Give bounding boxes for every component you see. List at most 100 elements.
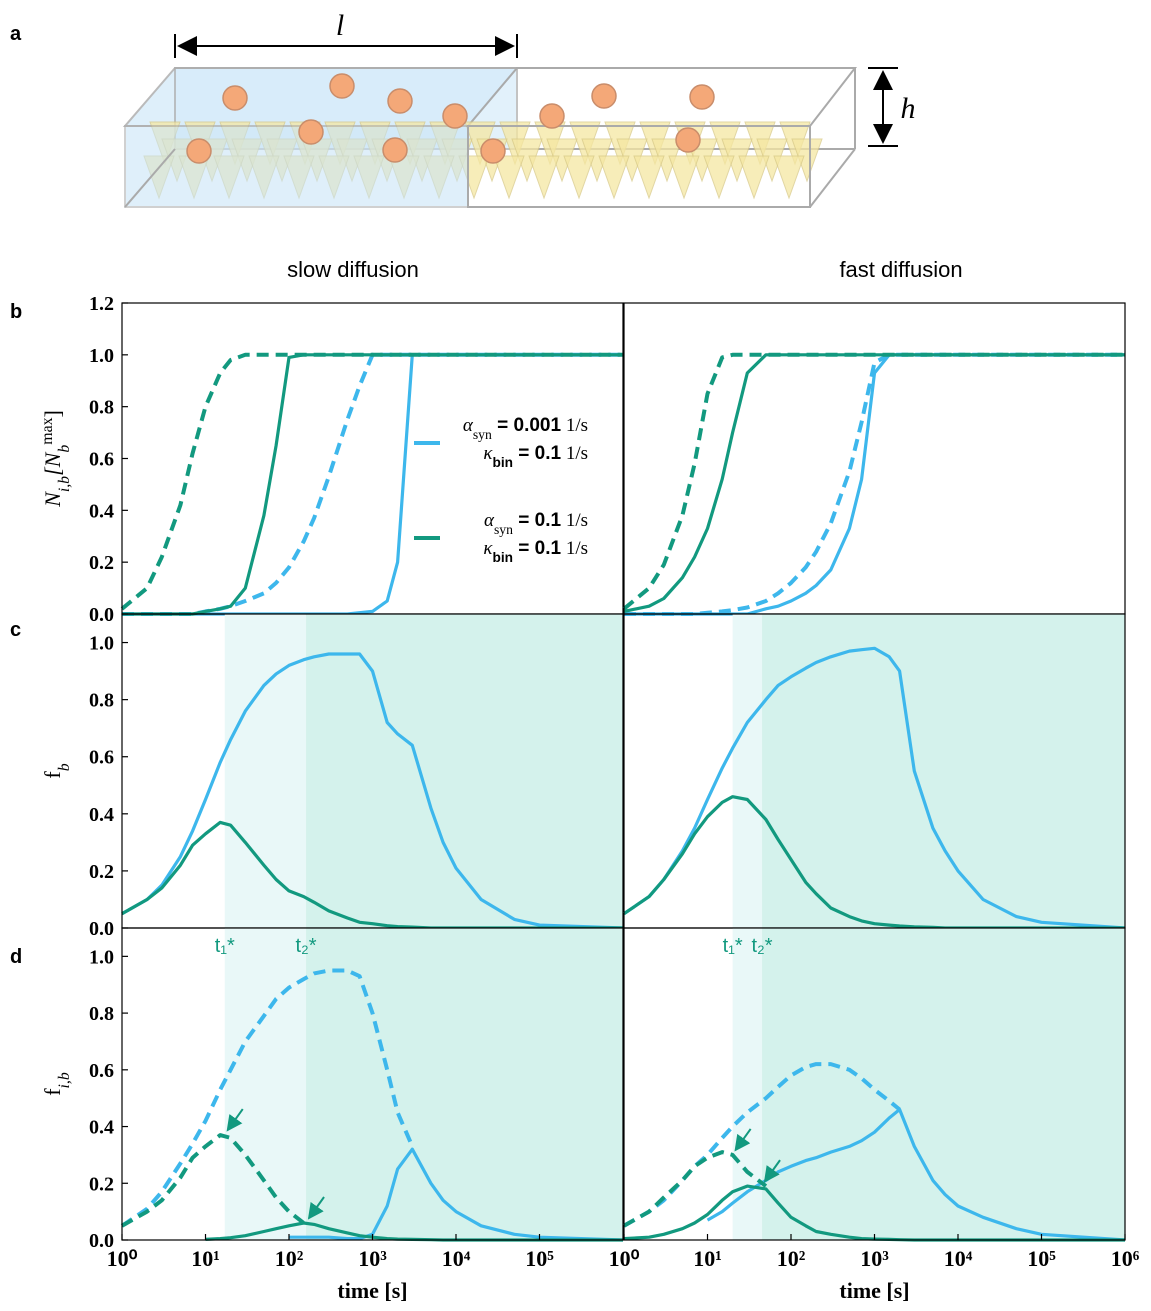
text-part: κ <box>483 443 493 464</box>
particle <box>186 138 212 164</box>
y-tick-label: 0.0 <box>89 918 114 940</box>
panel-label: c <box>10 619 21 641</box>
x-tick-label: 10⁰ <box>609 1246 640 1271</box>
legend-text: αsyn = 0.001 1/s <box>463 415 588 442</box>
schematic: l h <box>122 9 916 208</box>
panel-label: b <box>10 301 22 323</box>
text-part: 1/s <box>561 443 588 464</box>
y-tick-label: 0.0 <box>89 1230 114 1252</box>
particle <box>689 84 715 110</box>
data-line <box>623 646 1126 930</box>
data-line <box>122 352 623 616</box>
x-tick-label: 10⁵ <box>1027 1246 1056 1271</box>
panel-label: d <box>10 946 22 968</box>
particle <box>382 137 408 163</box>
text-part: f <box>40 1088 65 1096</box>
y-tick-label: 0.2 <box>89 1173 114 1195</box>
x-axis-label: time [s] <box>839 1278 909 1303</box>
data-line <box>623 353 1125 613</box>
particle <box>442 103 468 129</box>
annotation: t₁* <box>723 935 743 957</box>
arrow <box>734 1128 752 1152</box>
particles <box>186 73 715 164</box>
arrow <box>307 1196 325 1220</box>
data-line <box>120 352 623 611</box>
y-tick-label: 0.6 <box>89 1060 114 1082</box>
text-part: 1/s <box>561 510 588 531</box>
text-part: f <box>40 771 65 779</box>
box-front <box>124 125 469 208</box>
legend-text: κbin = 0.1 1/s <box>483 538 588 565</box>
data-line <box>121 1133 305 1228</box>
text-part: 1/s <box>561 415 588 436</box>
legend-text: κbin = 0.1 1/s <box>483 443 588 470</box>
y-axis-label: fi,b <box>40 1072 73 1096</box>
panel-label: a <box>10 23 22 45</box>
data-line <box>624 353 1125 616</box>
x-tick-label: 10³ <box>860 1246 889 1271</box>
text-part: α <box>484 510 495 531</box>
y-axis-label: fb <box>40 763 73 778</box>
x-tick-label: 10⁶ <box>1111 1246 1140 1271</box>
data-line <box>622 352 1125 611</box>
y-tick-label: 0.4 <box>89 804 114 826</box>
column-title: fast diffusion <box>839 257 962 282</box>
particle <box>480 138 506 164</box>
plot-frame <box>623 302 1126 615</box>
y-tick-label: 0.4 <box>89 500 114 522</box>
text-part: syn <box>473 427 492 442</box>
text-part: 1/s <box>561 538 588 559</box>
text-part: = 0.1 <box>513 538 561 559</box>
data-line <box>122 353 623 616</box>
text-part: N <box>40 491 65 508</box>
receptor <box>703 155 735 200</box>
data-line <box>623 1150 768 1228</box>
text-part: b <box>56 445 73 453</box>
text-part: syn <box>494 522 513 537</box>
particle <box>591 83 617 109</box>
length-label: l <box>336 9 344 42</box>
arrow <box>226 1108 244 1132</box>
data-line <box>289 1147 624 1242</box>
particle <box>675 127 701 153</box>
y-tick-label: 0.0 <box>89 604 114 626</box>
text-part: ] <box>40 410 65 417</box>
receptor <box>528 155 560 200</box>
text-part: = 0.001 <box>492 415 562 436</box>
x-tick-label: 10³ <box>358 1246 387 1271</box>
arrow <box>763 1159 781 1183</box>
receptor <box>633 155 665 200</box>
particle <box>329 73 355 99</box>
text-part: [N <box>40 451 65 476</box>
x-tick-label: 10¹ <box>191 1246 220 1271</box>
text-part: b <box>56 763 73 771</box>
text-part: bin <box>492 455 513 470</box>
text-part: = 0.1 <box>513 510 561 531</box>
particle <box>387 88 413 114</box>
y-tick-label: 0.8 <box>89 1003 114 1025</box>
receptor <box>598 155 630 200</box>
y-tick-label: 0.4 <box>89 1117 114 1139</box>
particle <box>539 103 565 129</box>
text-part: = 0.1 <box>513 443 561 464</box>
particle <box>222 85 248 111</box>
shaded-region <box>224 614 307 928</box>
receptor <box>563 155 595 200</box>
shaded-region <box>732 614 763 928</box>
text-part: max <box>39 417 56 444</box>
y-tick-label: 0.2 <box>89 552 114 574</box>
x-tick-label: 10⁵ <box>525 1246 554 1271</box>
data-line <box>624 352 1125 616</box>
data-line <box>706 1107 1126 1242</box>
text-part: α <box>463 415 474 436</box>
edge <box>124 148 176 208</box>
x-tick-label: 10² <box>275 1246 304 1271</box>
text-part: κ <box>483 538 493 559</box>
shaded-region <box>306 928 623 1240</box>
edge <box>809 148 856 208</box>
y-axis-label: Ni,b[Nbmax] <box>39 410 73 508</box>
x-tick-label: 10⁴ <box>944 1246 973 1271</box>
receptor <box>773 155 805 200</box>
text-part: i,b <box>56 1072 73 1088</box>
